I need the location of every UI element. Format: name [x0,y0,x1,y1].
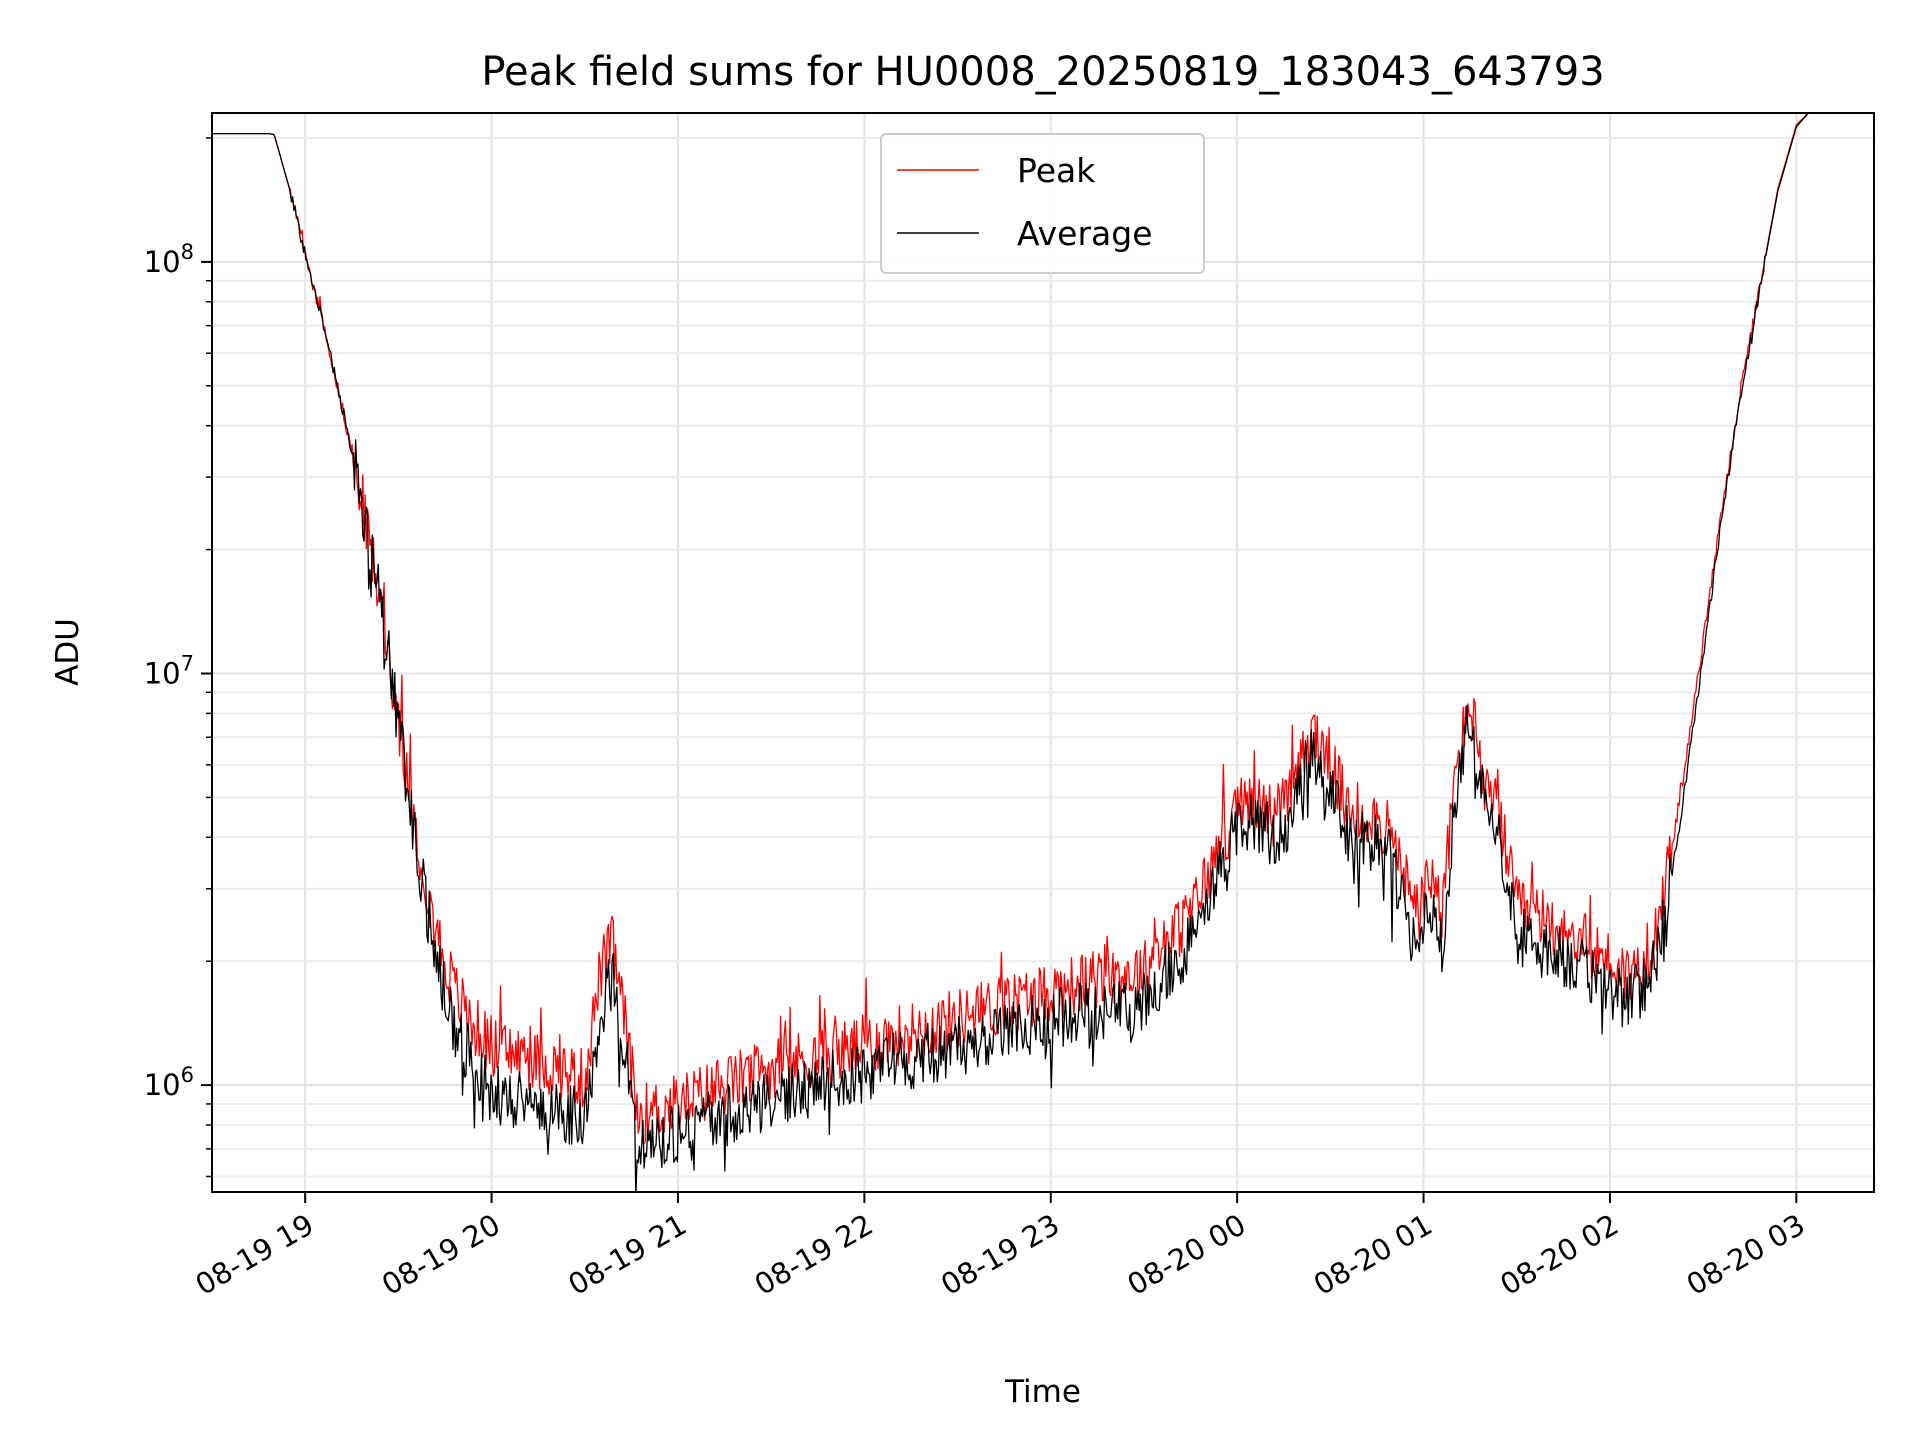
series-group [212,113,1810,1192]
plot-frame [211,112,1875,1193]
series-line-average [212,113,1810,1192]
legend-label-peak: Peak [1017,151,1096,190]
series-line-peak [212,113,1810,1145]
y-tick-label: 106 [144,1063,194,1102]
y-axis-title: ADU [50,618,86,686]
legend-label-average: Average [1017,214,1153,253]
legend-box [880,133,1205,274]
y-tick-label: 107 [144,652,194,691]
grid [212,113,1874,1192]
x-axis-title: Time [1004,1374,1081,1410]
chart-title: Peak field sums for HU0008_20250819_1830… [481,49,1604,95]
y-axis: 106 107 108 [144,137,212,1178]
legend: Peak Average [880,133,1205,274]
y-tick-label: 108 [144,240,194,279]
